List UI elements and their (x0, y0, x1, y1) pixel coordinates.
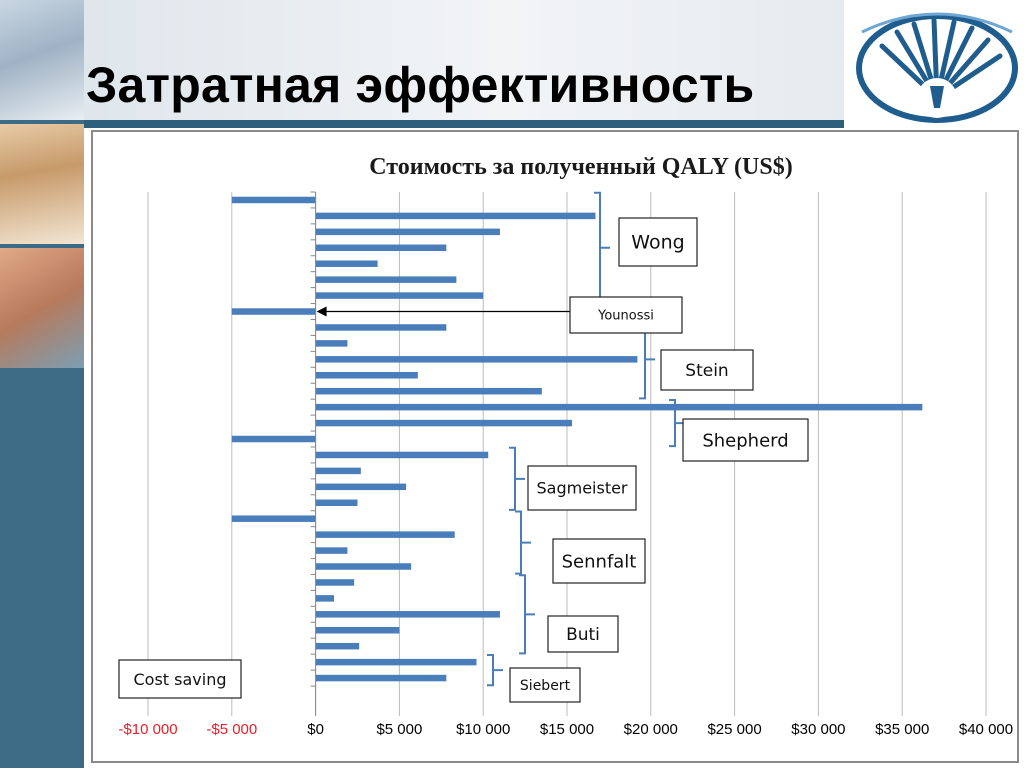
bar (315, 595, 335, 602)
bar (231, 515, 316, 522)
bar (315, 499, 358, 507)
bar (231, 435, 316, 443)
x-tick-label: $35 000 (875, 721, 929, 738)
bar (315, 483, 407, 491)
group-label: Wong (631, 232, 684, 254)
x-tick-label: -$5 000 (206, 721, 257, 738)
medical-photo-icon (0, 248, 84, 368)
group-label: Sagmeister (536, 479, 627, 498)
bar (315, 611, 500, 618)
bar (315, 228, 500, 236)
group-label-box (618, 217, 698, 267)
group-label-box (682, 418, 809, 462)
bar (315, 642, 360, 650)
arrow-head (316, 306, 327, 317)
chart-title: Стоимость за полученный QALY (US$) (369, 154, 792, 180)
bar (315, 674, 447, 682)
group-label: Sennfalt (562, 551, 637, 572)
title-underline (84, 120, 844, 128)
group-label: Younossi (597, 309, 654, 324)
group-bracket (515, 510, 531, 575)
bar (315, 292, 484, 299)
bar (315, 419, 573, 427)
x-tick-label: -$10 000 (118, 721, 177, 738)
medical-photo-icon (0, 124, 84, 244)
group-label-box (552, 538, 646, 584)
bar (315, 451, 489, 459)
bar (315, 324, 447, 331)
bar (315, 531, 455, 538)
group-label-box (547, 615, 619, 653)
bar (231, 308, 316, 315)
chart-svg: Стоимость за полученный QALY (US$) Wong Y… (118, 154, 1013, 738)
bar (315, 372, 418, 379)
group-label: Buti (566, 625, 600, 645)
group-labels: Wong Younossi Stein Shepherd Sagmeister Sennf… (118, 217, 809, 703)
bar (315, 340, 348, 347)
bar (315, 276, 457, 283)
medical-photo-icon (0, 0, 84, 120)
x-tick-label: $20 000 (624, 721, 678, 738)
x-tick-label: $30 000 (791, 721, 845, 738)
group-label-box (509, 667, 581, 703)
bar (315, 212, 596, 220)
bar (315, 356, 638, 363)
group-bracket (594, 191, 610, 304)
group-bracket (487, 653, 503, 687)
bar-series (231, 196, 923, 682)
title-band (84, 0, 844, 126)
x-axis-tick-labels: -$10 000 -$5 000 $0 $5 000 $10 000 $15 000 $20… (118, 721, 1013, 738)
bar (315, 467, 361, 475)
group-label: Shepherd (702, 430, 788, 451)
y-axis-ticks (310, 191, 317, 716)
x-tick-label: $0 (307, 721, 324, 738)
group-label-box (660, 349, 754, 391)
chart-frame: Стоимость за полученный QALY (US$) Wong Y… (91, 130, 1019, 763)
bar (315, 387, 542, 395)
logo-emblem-icon (856, 12, 1018, 123)
bar (315, 563, 412, 570)
bar (315, 627, 400, 634)
annotation-label: Cost saving (133, 670, 226, 689)
x-tick-label: $15 000 (540, 721, 594, 738)
group-label-box (527, 465, 637, 511)
x-tick-label: $10 000 (456, 721, 510, 738)
bar (315, 403, 923, 411)
group-bracket (509, 446, 525, 511)
bar (315, 244, 447, 252)
annotation-box (118, 659, 242, 699)
group-label: Siebert (520, 678, 571, 694)
x-tick-label: $25 000 (707, 721, 761, 738)
bar (231, 196, 316, 204)
bar (315, 579, 355, 586)
x-tick-label: $40 000 (959, 721, 1013, 738)
group-label-box (569, 296, 683, 334)
group-label: Stein (685, 361, 728, 381)
page-title: Затратная эффективность (86, 57, 755, 113)
bar (315, 260, 378, 267)
x-tick-label: $5 000 (376, 721, 422, 738)
bar (315, 547, 348, 554)
group-bracket (519, 574, 535, 655)
bar (315, 658, 477, 666)
